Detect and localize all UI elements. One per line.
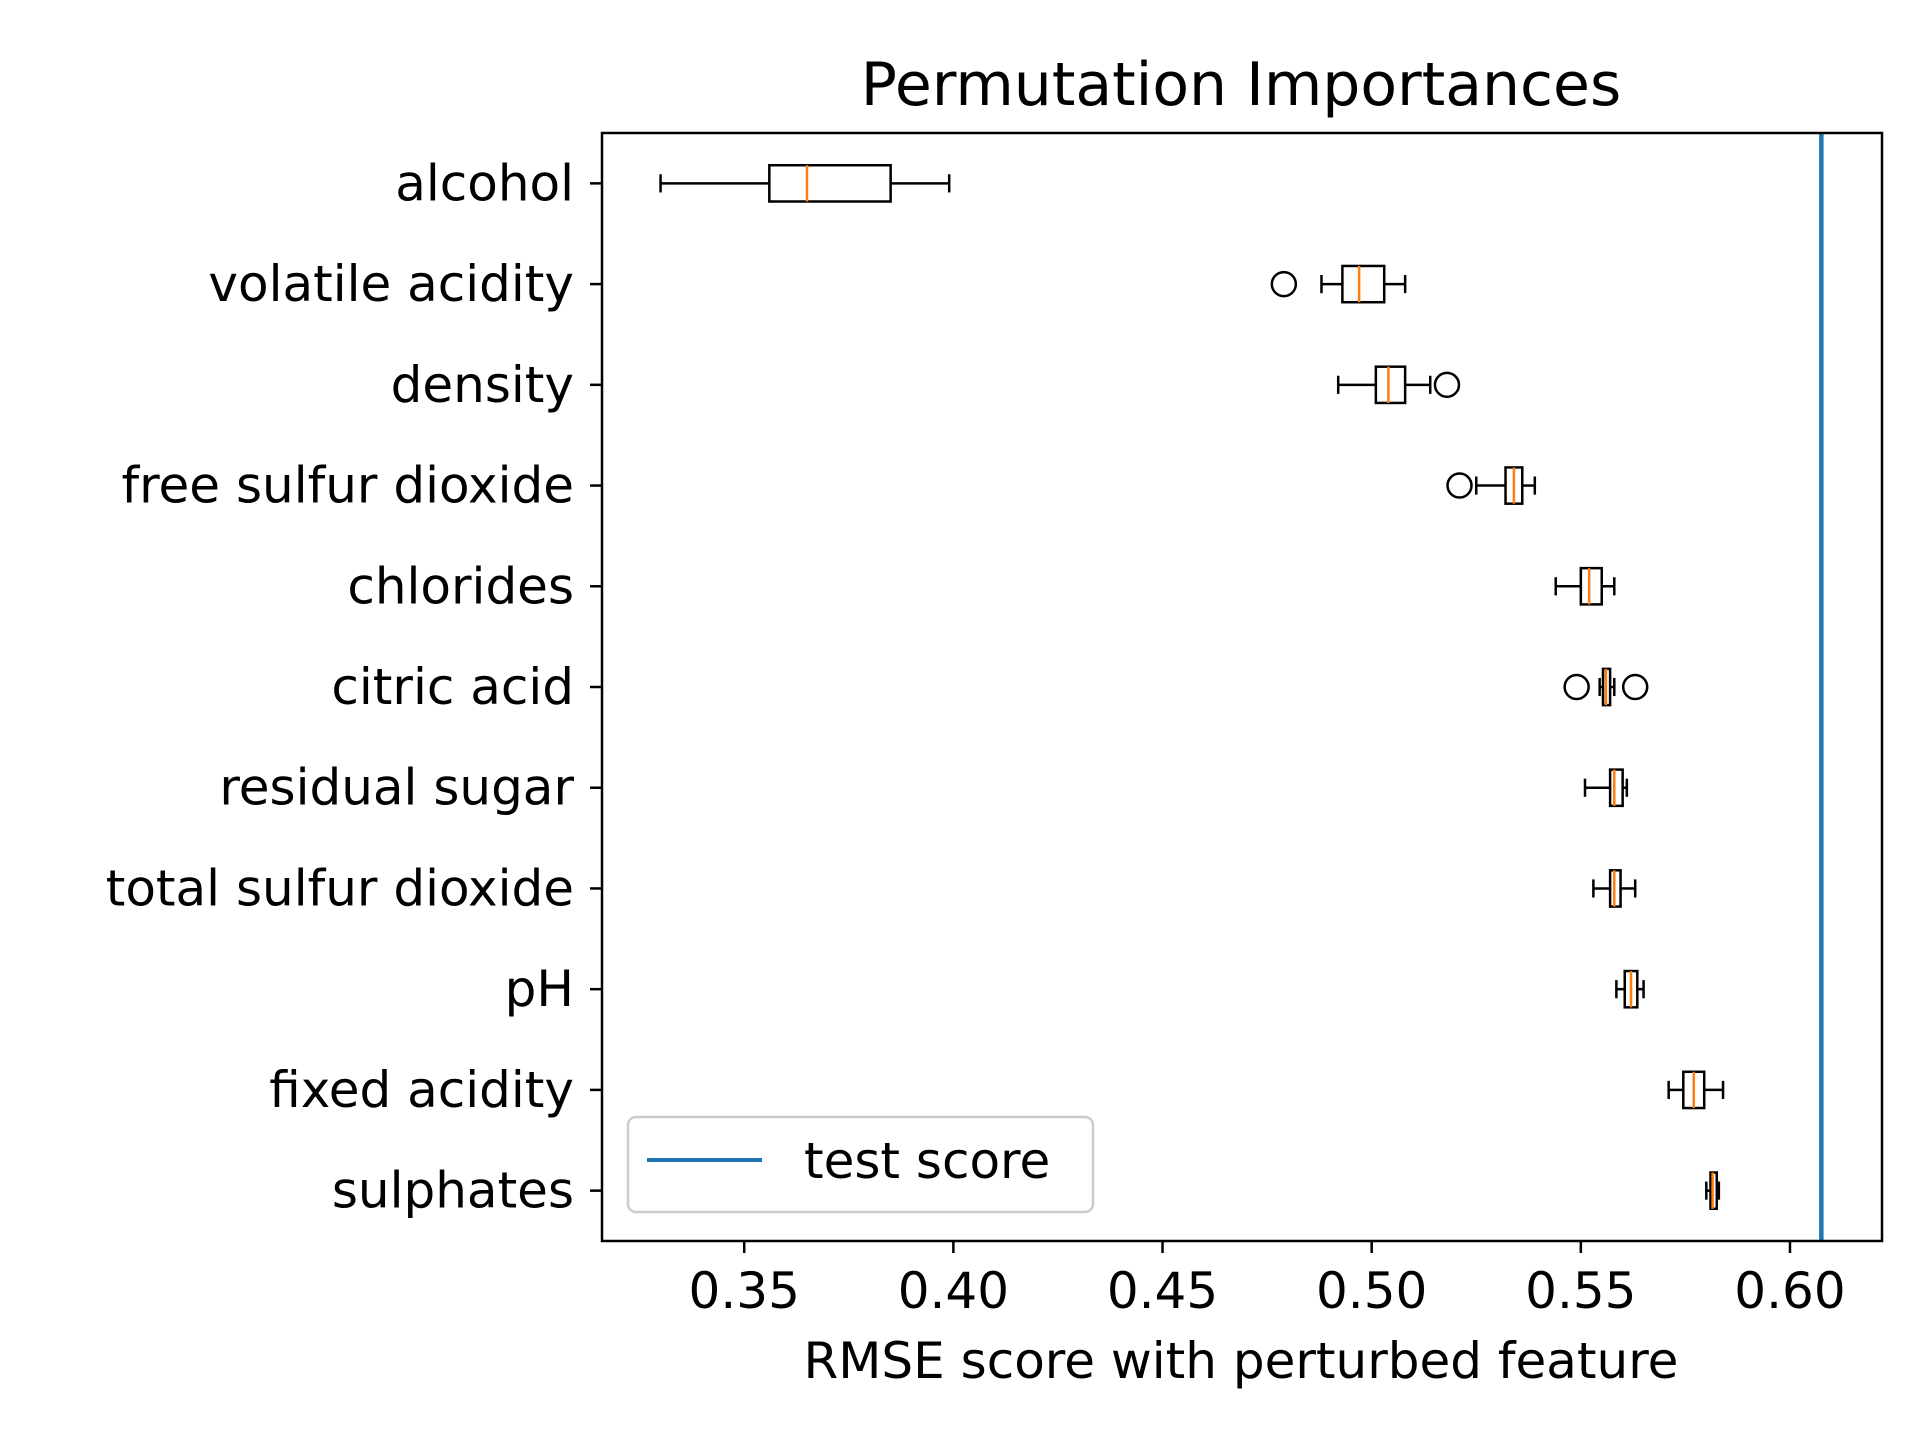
y-tick-label-chlorides: chlorides [347, 557, 574, 615]
y-tick-label-density: density [391, 356, 574, 414]
x-axis-label: RMSE score with perturbed feature [804, 1332, 1679, 1390]
x-tick-label-3: 0.50 [1316, 1262, 1427, 1320]
axes-frame [600, 131, 1884, 1243]
y-tick-label-free-sulfur-dioxide: free sulfur dioxide [121, 457, 574, 515]
y-tick-label-citric-acid: citric acid [331, 658, 574, 716]
box-residual-sugar [1608, 768, 1624, 808]
box-density [1374, 365, 1407, 405]
outlier-volatile-acidity-0 [1270, 270, 1298, 298]
outlier-density-0 [1433, 371, 1461, 399]
outlier-citric-acid-0 [1563, 673, 1590, 701]
x-tick-label-1: 0.40 [898, 1262, 1009, 1320]
y-tick-label-total-sulfur-dioxide: total sulfur dioxide [106, 859, 574, 917]
x-tick-label-5: 0.60 [1734, 1262, 1845, 1320]
y-tick-label-volatile-acidity: volatile acidity [208, 255, 574, 313]
legend: test score [626, 1115, 1095, 1214]
box-alcohol [768, 163, 892, 203]
y-tick-label-ph: pH [505, 960, 574, 1018]
y-tick-label-sulphates: sulphates [332, 1162, 574, 1220]
box-volatile-acidity [1341, 264, 1386, 304]
box-chlorides [1579, 566, 1603, 606]
outlier-citric-acid-1 [1621, 673, 1649, 701]
x-tick-label-4: 0.55 [1525, 1262, 1636, 1320]
x-tick-label-2: 0.45 [1107, 1262, 1218, 1320]
legend-label-test-score: test score [804, 1132, 1050, 1190]
legend-box [626, 1115, 1095, 1214]
plot-area: alcohol volatile acidity density free sulfu… [106, 133, 1846, 1320]
chart-title: Permutation Importances [861, 50, 1621, 120]
y-tick-label-fixed-acidity: fixed acidity [269, 1061, 574, 1119]
y-tick-label-alcohol: alcohol [395, 154, 574, 212]
y-tick-label-residual-sugar: residual sugar [219, 759, 574, 817]
x-tick-label-0: 0.35 [689, 1262, 800, 1320]
outlier-free-sulfur-dioxide-0 [1446, 472, 1473, 499]
